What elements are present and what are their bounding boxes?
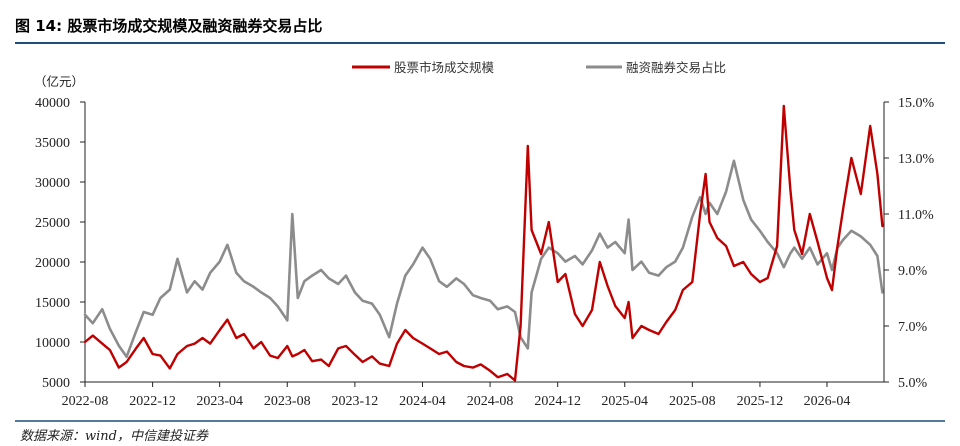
- x-tick-label: 2023-08: [264, 394, 311, 409]
- left-axis-unit: （亿元）: [34, 74, 84, 89]
- x-tick-label: 2025-12: [737, 394, 784, 409]
- left-tick-label: 5000: [42, 376, 70, 391]
- series-layer: [83, 104, 884, 382]
- left-tick-label: 10000: [35, 336, 70, 351]
- right-tick-label: 13.0%: [898, 152, 935, 167]
- x-tick-label: 2023-12: [332, 394, 379, 409]
- right-tick-label: 9.0%: [898, 264, 928, 279]
- x-tick-label: 2024-08: [467, 394, 514, 409]
- right-tick-label: 11.0%: [898, 208, 934, 223]
- series-line-turnover: [83, 104, 884, 382]
- left-tick-label: 40000: [35, 96, 70, 111]
- left-tick-label: 25000: [35, 216, 70, 231]
- figure-title: 图 14: 股票市场成交规模及融资融券交易占比: [15, 17, 322, 35]
- legend-label-margin-share: 融资融券交易占比: [626, 60, 726, 75]
- series-line-margin-share: [83, 159, 884, 359]
- left-tick-label: 30000: [35, 176, 70, 191]
- x-tick-label: 2025-08: [669, 394, 716, 409]
- x-tick-label: 2025-04: [601, 394, 648, 409]
- x-tick-label: 2024-12: [534, 394, 581, 409]
- legend-label-turnover: 股票市场成交规模: [394, 60, 495, 75]
- x-tick-label: 2023-04: [196, 394, 243, 409]
- legend: 股票市场成交规模 融资融券交易占比: [352, 60, 726, 75]
- right-tick-label: 7.0%: [898, 320, 928, 335]
- x-tick-label: 2022-08: [62, 394, 109, 409]
- right-tick-label: 5.0%: [898, 376, 928, 391]
- right-tick-label: 15.0%: [898, 96, 935, 111]
- x-tick-label: 2024-04: [399, 394, 446, 409]
- x-tick-label: 2026-04: [804, 394, 851, 409]
- x-tick-label: 2022-12: [129, 394, 176, 409]
- axes: 5000 10000 15000 20000 25000 30000 35000 40000 5…: [35, 96, 935, 409]
- left-tick-label: 20000: [35, 256, 70, 271]
- source-note: 数据来源：wind，中信建投证券: [20, 429, 209, 444]
- left-tick-label: 35000: [35, 136, 70, 151]
- left-tick-label: 15000: [35, 296, 70, 311]
